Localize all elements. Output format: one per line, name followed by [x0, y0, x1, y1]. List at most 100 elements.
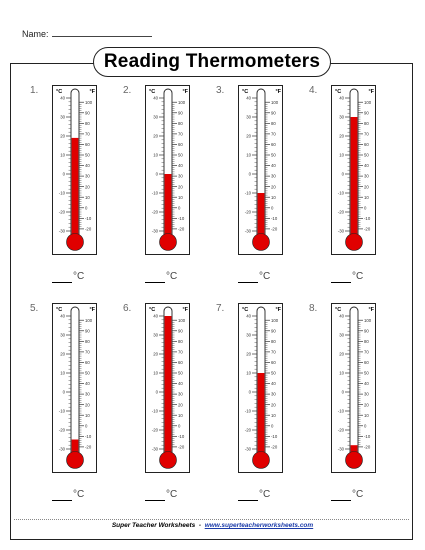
answer-unit: °C — [352, 271, 364, 282]
celsius-unit: °C — [242, 89, 248, 95]
name-field-row: Name: — [22, 28, 152, 39]
question-number: 4. — [309, 85, 318, 96]
fahrenheit-tick-label: -20 — [85, 444, 92, 449]
celsius-tick-label: 30 — [339, 115, 344, 120]
answer-blank[interactable] — [52, 271, 72, 283]
fahrenheit-tick-label: 50 — [85, 371, 90, 376]
answer-unit: °C — [73, 489, 85, 500]
fahrenheit-unit: °F — [275, 89, 281, 95]
fahrenheit-tick-label: 10 — [85, 413, 90, 418]
answer-field[interactable]: °C — [331, 489, 363, 501]
celsius-tick-label: 20 — [153, 134, 158, 139]
fahrenheit-tick-label: 40 — [364, 163, 369, 168]
footer-divider — [14, 519, 409, 520]
fahrenheit-tick-label: 70 — [178, 349, 183, 354]
fahrenheit-tick-label: 10 — [271, 413, 276, 418]
answer-unit: °C — [259, 271, 271, 282]
celsius-tick-label: -30 — [59, 229, 66, 234]
celsius-unit: °C — [335, 307, 341, 313]
celsius-tick-label: 0 — [63, 390, 66, 395]
fahrenheit-tick-label: 80 — [364, 121, 369, 126]
fahrenheit-tick-label: 80 — [271, 121, 276, 126]
fahrenheit-tick-label: -10 — [364, 434, 371, 439]
fahrenheit-tick-label: -10 — [178, 216, 185, 221]
answer-field[interactable]: °C — [52, 271, 84, 283]
fahrenheit-unit: °F — [368, 89, 374, 95]
fahrenheit-unit: °F — [89, 307, 95, 313]
thermometer-graphic: °C °F403020100-10-20-30100908070605040302… — [149, 88, 189, 251]
celsius-tick-label: 10 — [339, 371, 344, 376]
celsius-tick-label: -30 — [152, 447, 159, 452]
answer-blank[interactable] — [145, 271, 165, 283]
fahrenheit-tick-label: 50 — [364, 153, 369, 158]
thermometer-graphic: °C °F403020100-10-20-30100908070605040302… — [56, 306, 96, 469]
answer-blank[interactable] — [331, 489, 351, 501]
fahrenheit-tick-label: 30 — [364, 392, 369, 397]
name-line[interactable] — [51, 28, 152, 37]
celsius-tick-label: 40 — [246, 96, 251, 101]
mercury-column — [71, 137, 79, 242]
fahrenheit-tick-label: -20 — [178, 444, 185, 449]
thermometer-bulb — [252, 451, 270, 469]
fahrenheit-tick-label: 90 — [85, 110, 90, 115]
fahrenheit-tick-label: 60 — [364, 360, 369, 365]
answer-field[interactable]: °C — [145, 489, 177, 501]
fahrenheit-tick-label: -10 — [271, 216, 278, 221]
celsius-tick-label: -20 — [338, 210, 345, 215]
celsius-unit: °C — [335, 89, 341, 95]
fahrenheit-tick-label: 60 — [364, 142, 369, 147]
page-title: Reading Thermometers — [103, 51, 321, 72]
fahrenheit-tick-label: -20 — [85, 226, 92, 231]
footer-separator: - — [198, 522, 202, 529]
celsius-tick-label: -30 — [152, 229, 159, 234]
fahrenheit-tick-label: 70 — [271, 349, 276, 354]
fahrenheit-tick-label: 60 — [271, 142, 276, 147]
celsius-tick-label: -30 — [245, 229, 252, 234]
fahrenheit-tick-label: 30 — [271, 392, 276, 397]
thermometer-bulb — [159, 233, 177, 251]
question-number: 2. — [123, 85, 132, 96]
fahrenheit-tick-label: 20 — [271, 402, 276, 407]
fahrenheit-tick-label: 70 — [85, 131, 90, 136]
celsius-tick-label: -10 — [245, 409, 252, 414]
celsius-tick-label: -10 — [152, 191, 159, 196]
thermometer-card: °C °F 40 30 20 10 0 -10 -20 -30 100 90 80 70 60 50 40 30 2… — [145, 85, 190, 255]
thermometer-item: 8. °C °F 40 30 20 10 0 -10 -20 -30 100 90 80 70 60 50 40 3… — [309, 303, 409, 508]
fahrenheit-tick-label: -20 — [271, 226, 278, 231]
celsius-tick-label: 10 — [60, 371, 65, 376]
thermometer-bulb — [345, 451, 363, 469]
answer-field[interactable]: °C — [145, 271, 177, 283]
answer-blank[interactable] — [238, 271, 258, 283]
answer-blank[interactable] — [238, 489, 258, 501]
fahrenheit-tick-label: 20 — [271, 184, 276, 189]
celsius-tick-label: 30 — [153, 333, 158, 338]
footer-link[interactable]: www.superteacherworksheets.com — [204, 522, 314, 529]
answer-field[interactable]: °C — [331, 271, 363, 283]
answer-field[interactable]: °C — [52, 489, 84, 501]
celsius-tick-label: 10 — [339, 153, 344, 158]
mercury-column — [164, 174, 172, 242]
thermometer-card: °C °F 40 30 20 10 0 -10 -20 -30 100 90 80 70 60 50 40 30 2… — [238, 303, 283, 473]
answer-blank[interactable] — [145, 489, 165, 501]
answer-field[interactable]: °C — [238, 271, 270, 283]
fahrenheit-tick-label: 40 — [85, 381, 90, 386]
fahrenheit-tick-label: 0 — [178, 205, 181, 210]
celsius-tick-label: -20 — [152, 210, 159, 215]
fahrenheit-tick-label: 80 — [85, 339, 90, 344]
thermometer-card: °C °F 40 30 20 10 0 -10 -20 -30 100 90 80 70 60 50 40 30 2… — [145, 303, 190, 473]
fahrenheit-tick-label: -20 — [364, 226, 371, 231]
fahrenheit-tick-label: 100 — [85, 318, 93, 323]
celsius-tick-label: 40 — [153, 314, 158, 319]
fahrenheit-tick-label: 20 — [364, 184, 369, 189]
celsius-tick-label: 0 — [63, 172, 66, 177]
answer-field[interactable]: °C — [238, 489, 270, 501]
thermometer-graphic: °C °F403020100-10-20-30100908070605040302… — [335, 88, 375, 251]
celsius-tick-label: 0 — [156, 172, 159, 177]
answer-blank[interactable] — [52, 489, 72, 501]
fahrenheit-tick-label: 20 — [364, 402, 369, 407]
celsius-tick-label: 20 — [246, 352, 251, 357]
question-number: 3. — [216, 85, 225, 96]
fahrenheit-tick-label: 70 — [271, 131, 276, 136]
fahrenheit-tick-label: 40 — [364, 381, 369, 386]
answer-blank[interactable] — [331, 271, 351, 283]
